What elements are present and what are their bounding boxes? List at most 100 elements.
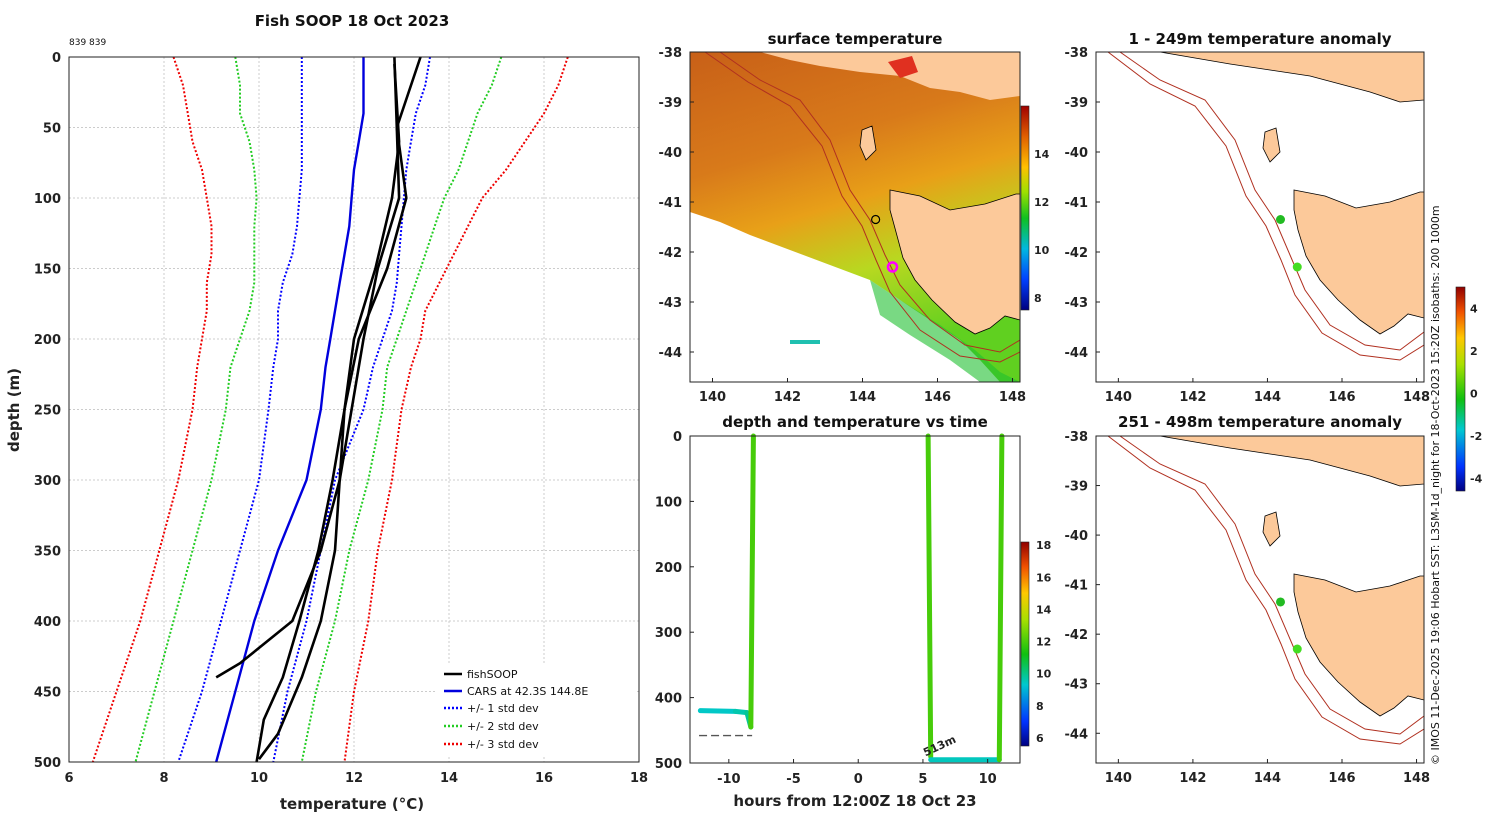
profile-y-label: depth (m) [5,368,23,452]
sst-frame [689,51,1021,383]
profile-y-tick: 250 [34,404,61,419]
profile-x-tick: 6 [64,771,73,786]
anomaly-colorbar-tick: -4 [1470,472,1483,485]
anom1-tasmania [1293,189,1424,335]
ts-segment-3 [925,433,934,759]
profile-y-tick: 100 [34,192,61,207]
anom2-x-tick: 142 [1179,771,1206,786]
ts-plot-area [690,436,1020,763]
profile-lines [91,56,569,763]
anom2-y-tick: -43 [1065,678,1089,693]
anom2-markers [1276,597,1302,654]
profile-minus3-std-line [91,56,213,763]
sst-y-tick: -43 [659,296,683,311]
profile-plus2-std-line [300,56,503,763]
sst-x-tick: 142 [774,390,801,405]
anom2-y-tick: -39 [1065,480,1089,495]
anom2-y-tick: -42 [1065,628,1089,643]
sst-map-panel: surface temperature 140 142 144 146 148 -38-… [659,30,1050,405]
profile-frame [68,56,640,763]
anomaly-colorbar-tick: 2 [1470,345,1478,358]
profile-title: Fish SOOP 18 Oct 2023 [255,12,450,30]
anom2-x-tick: 146 [1328,771,1355,786]
anom1-title: 1 - 249m temperature anomaly [1128,30,1391,48]
anom1-king-island [1262,127,1281,163]
ts-segment-5 [996,433,1005,763]
ts-colorbar-tick: 14 [1036,603,1052,616]
profile-legend: fishSOOP CARS at 42.3S 144.8E +/- 1 std … [436,664,636,756]
anom1-marker-2 [1292,262,1302,272]
ts-y-tick: 500 [655,757,682,772]
anom2-x-ticks: 140 142 144 146 148 [1105,759,1430,786]
anom2-x-tick: 140 [1105,771,1132,786]
anom1-y-tick: -41 [1065,196,1089,211]
ts-y-ticks: 0 100 200 300 400 500 [655,430,694,772]
anom1-isobath-1000 [1107,52,1424,361]
profile-fishsoop-cast-3 [257,63,401,760]
sst-y-tick: -41 [659,196,683,211]
anom1-y-tick: -40 [1065,146,1089,161]
ts-colorbar-tick: 16 [1036,571,1052,584]
legend-box [436,664,636,756]
sst-title: surface temperature [768,30,943,48]
anom1-x-tick: 146 [1328,390,1355,405]
anom1-land-mainland [1159,52,1424,103]
profile-fishsoop-cast-2 [255,56,422,763]
anom1-isobath-200 [1119,52,1424,351]
anom1-frame [1095,51,1425,383]
legend-std1: +/- 1 std dev [467,702,539,715]
ts-x-tick: 0 [854,772,863,787]
record-ids: 839 839 [69,38,106,48]
profile-x-ticks: 6 8 10 12 14 16 18 [64,771,648,786]
sst-y-tick: -40 [659,146,683,161]
sst-colorbar-tick: 12 [1034,196,1049,209]
profile-x-tick: 8 [159,771,168,786]
profile-x-label: temperature (°C) [280,795,424,813]
anom2-isobath-1000 [1107,436,1424,745]
profile-minus2-std-line [134,56,258,763]
anom2-y-tick: -38 [1065,430,1089,445]
anom1-x-tick: 142 [1179,390,1206,405]
ts-x-tick: 5 [918,772,927,787]
sst-y-tick: -38 [659,46,683,61]
sst-x-ticks: 140 142 144 146 148 [699,378,1026,405]
anom1-y-tick: -38 [1065,46,1089,61]
profile-x-tick: 12 [345,771,363,786]
sst-x-tick: 148 [999,390,1026,405]
sst-marker-1 [871,214,881,225]
ts-segment-2 [748,433,756,730]
ts-title: depth and temperature vs time [722,413,988,431]
ts-segment-1 [697,708,738,714]
anom2-isobath-200 [1119,436,1424,735]
anom1-marker-1 [1276,215,1285,224]
ts-colorbar-ticks: 6 8 10 12 14 16 18 [1036,539,1052,745]
sst-x-tick: 140 [699,390,726,405]
profile-x-tick: 18 [630,771,648,786]
profile-panel: Fish SOOP 18 Oct 2023 839 839 6 8 10 12 14 16… [5,12,648,813]
sst-isobath-200 [719,52,1020,353]
ts-y-tick: 400 [655,692,682,707]
profile-y-tick: 150 [34,263,61,278]
profile-fishsoop-cast-1 [215,56,401,679]
profile-plus3-std-line [343,56,569,763]
anom2-marker-2 [1292,644,1302,654]
legend-cars: CARS at 42.3S 144.8E [467,685,588,698]
profile-x-tick: 10 [250,771,268,786]
profile-y-ticks: 0 50 100 150 200 250 300 350 400 450 500 [34,51,61,771]
anom2-x-tick: 144 [1254,771,1281,786]
anomaly-colorbar-tick: 0 [1470,387,1478,400]
anom2-y-tick: -41 [1065,579,1089,594]
anom2-king-island [1262,511,1281,547]
anomaly-colorbar-tick: -2 [1470,430,1482,443]
ts-colorbar [1020,541,1030,747]
ts-x-label: hours from 12:00Z 18 Oct 23 [733,792,976,810]
ts-colorbar-tick: 10 [1036,668,1052,681]
anomaly-colorbar-tick: 4 [1470,302,1478,315]
sst-land-mainland [760,52,1020,100]
anom2-tasmania [1293,573,1424,717]
anomaly-map-1-panel: 1 - 249m temperature anomaly 140 142 144 14… [1065,30,1431,405]
anom1-markers [1276,215,1302,272]
ts-x-ticks: -10 -5 0 5 10 [717,759,997,787]
sst-colorbar [1020,105,1030,311]
anom2-y-tick: -44 [1065,727,1089,742]
